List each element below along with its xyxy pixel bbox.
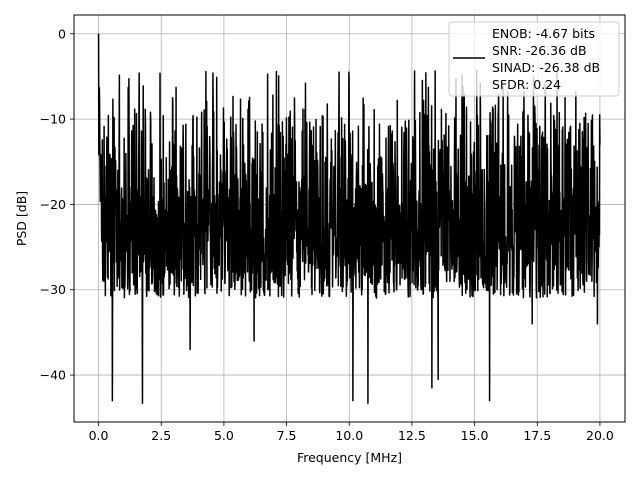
y-tick-label: −30 bbox=[40, 282, 66, 297]
x-tick-label: 5.0 bbox=[214, 428, 234, 443]
y-tick-label: 0 bbox=[58, 26, 66, 41]
y-tick-label: −20 bbox=[40, 197, 66, 212]
legend-snr: SNR: -26.36 dB bbox=[492, 43, 587, 58]
legend: ENOB: -4.67 bits SNR: -26.36 dB SINAD: -… bbox=[448, 21, 620, 97]
x-tick-label: 15.0 bbox=[461, 428, 489, 443]
psd-series bbox=[97, 33, 601, 404]
legend-box bbox=[448, 21, 620, 97]
x-tick-label: 17.5 bbox=[523, 428, 551, 443]
legend-sinad: SINAD: -26.38 dB bbox=[492, 60, 600, 75]
y-tick-label: −10 bbox=[40, 112, 66, 127]
y-axis-ticks: 0 −10 −20 −30 −40 bbox=[40, 26, 74, 383]
x-axis-label: Frequency [MHz] bbox=[297, 450, 402, 465]
y-tick-label: −40 bbox=[40, 368, 66, 383]
x-tick-label: 7.5 bbox=[277, 428, 297, 443]
psd-line bbox=[97, 33, 601, 404]
x-tick-label: 20.0 bbox=[586, 428, 614, 443]
legend-sfdr: SFDR: 0.24 bbox=[492, 77, 561, 92]
x-tick-label: 2.5 bbox=[151, 428, 171, 443]
x-tick-label: 10.0 bbox=[335, 428, 363, 443]
legend-enob: ENOB: -4.67 bits bbox=[492, 26, 595, 41]
y-axis-label: PSD [dB] bbox=[14, 191, 29, 246]
x-axis-ticks: 0.0 2.5 5.0 7.5 10.0 12.5 15.0 17.5 20.0 bbox=[89, 422, 614, 443]
x-tick-label: 0.0 bbox=[89, 428, 109, 443]
x-tick-label: 12.5 bbox=[398, 428, 426, 443]
